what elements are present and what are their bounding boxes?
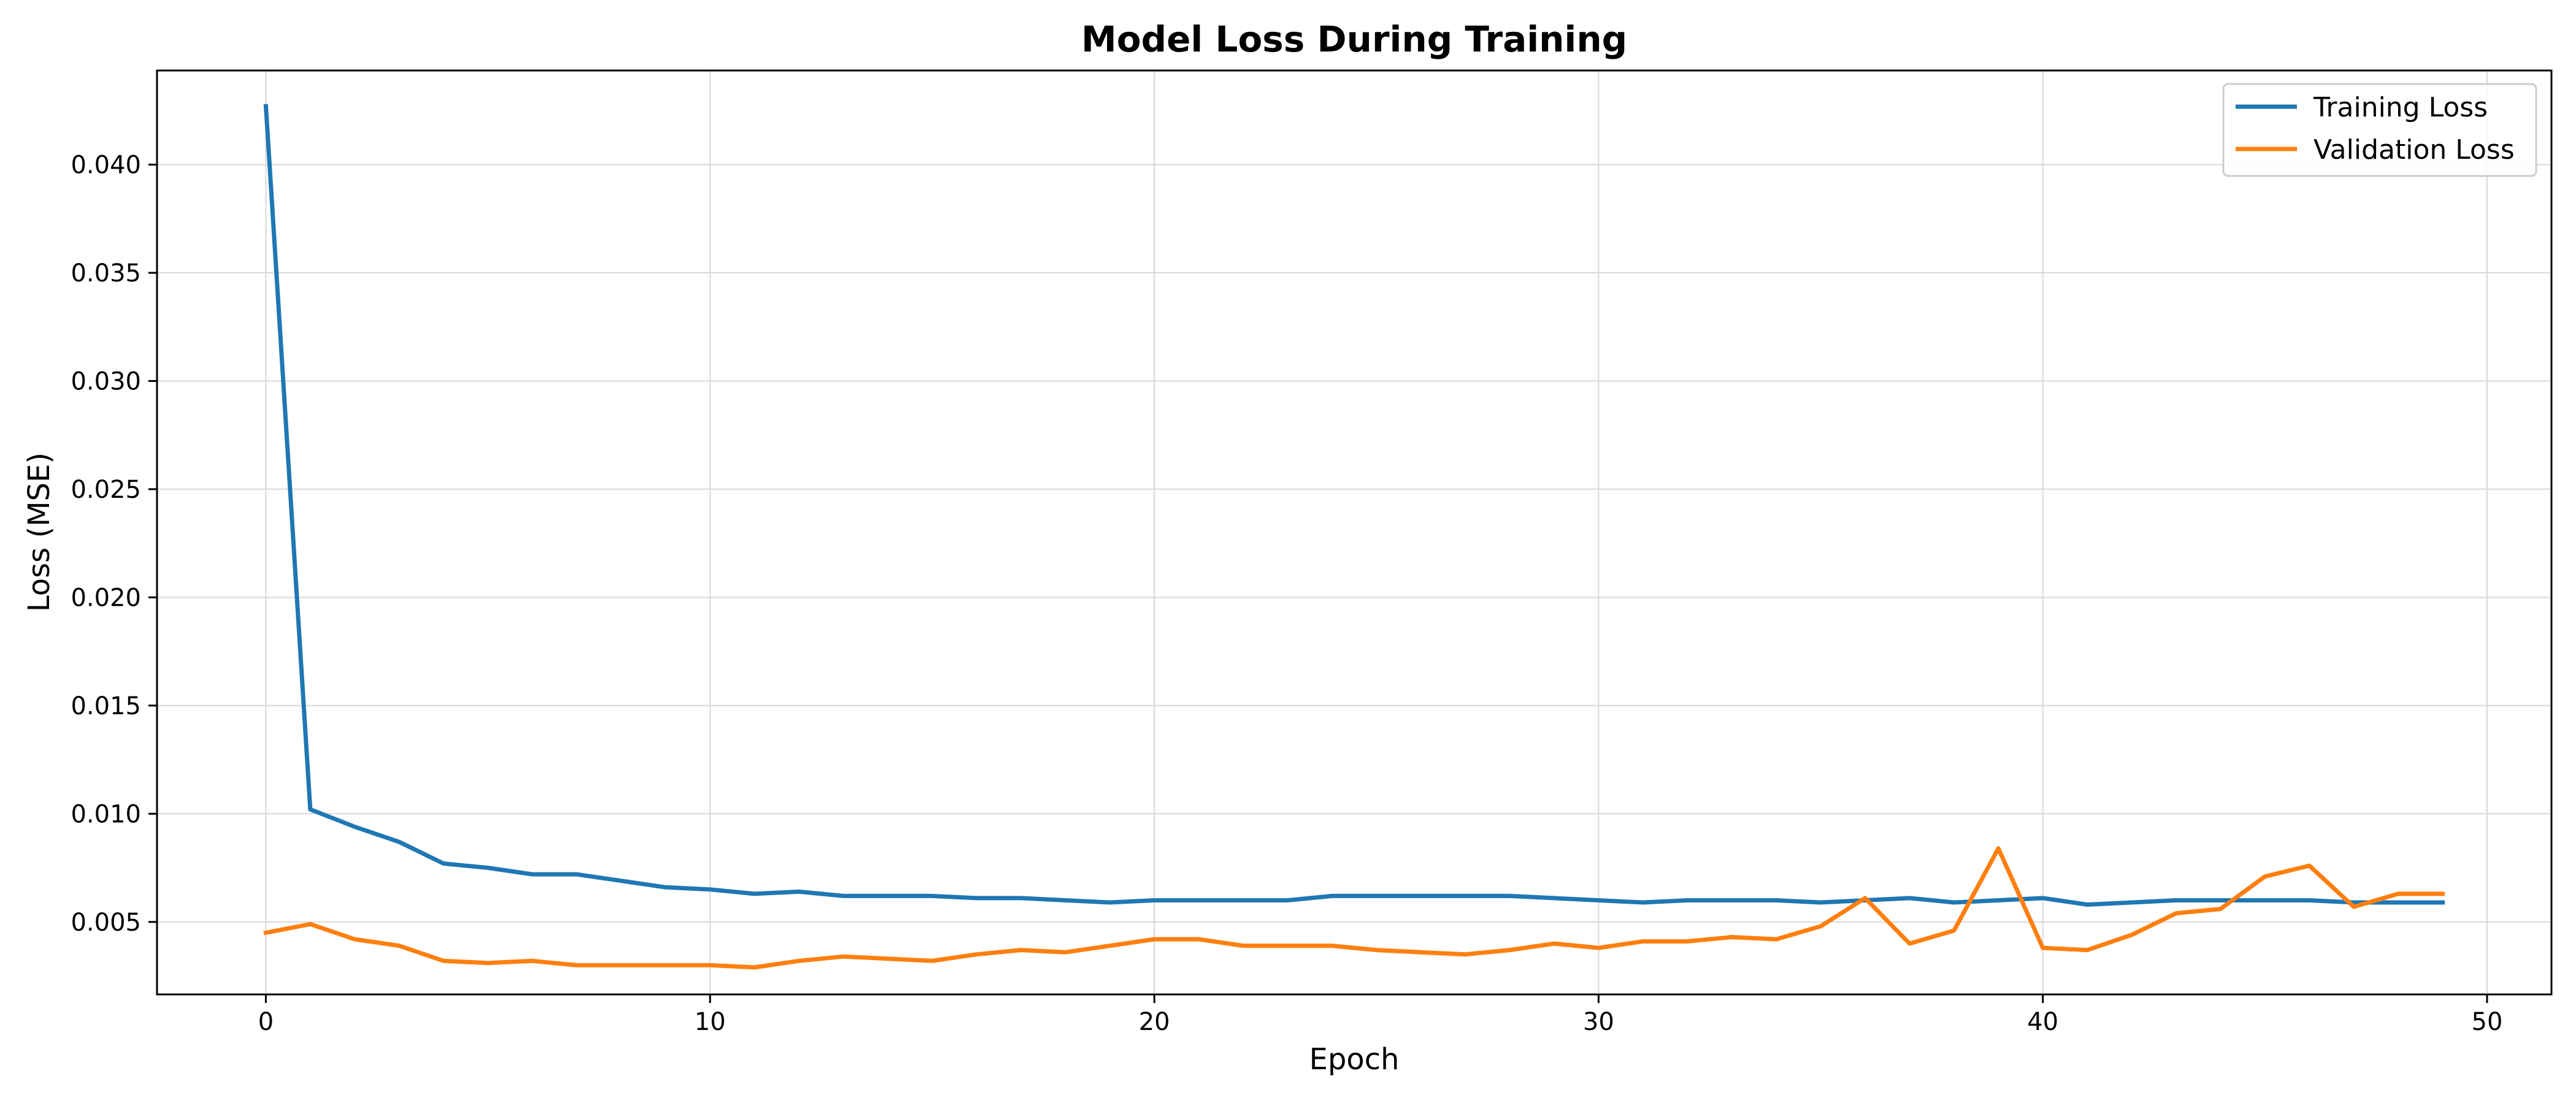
y-axis-label: Loss (MSE) [22,452,56,612]
y-tick-label: 0.020 [71,584,141,612]
y-tick-label: 0.035 [71,259,141,288]
x-axis-label: Epoch [1309,1042,1400,1077]
legend: Training Loss Validation Loss [2222,83,2537,177]
y-tick-label: 0.030 [71,367,141,395]
y-tick-label: 0.005 [71,909,141,937]
x-tick-label: 50 [2472,1008,2503,1036]
legend-label-validation-loss: Validation Loss [2313,134,2515,166]
plot-frame [156,69,2553,996]
legend-box [2222,83,2537,177]
x-tick-label: 0 [258,1008,274,1036]
chart-title: Model Loss During Training [1081,18,1627,60]
y-tick-label: 0.040 [71,151,141,180]
series-layer [263,104,2445,970]
y-tick-label: 0.015 [71,692,141,720]
x-tick-label: 20 [1139,1008,1170,1036]
y-tick-label: 0.025 [71,476,141,504]
series-line-training-loss [263,104,2445,907]
axis-ticks: 0 10 20 30 40 50 0.005 0.010 0.015 0.020 0.025 0.03… [71,151,2502,1036]
x-tick-label: 40 [2027,1008,2058,1036]
legend-label-training-loss: Training Loss [2313,92,2488,123]
series-line-validation-loss [263,846,2445,970]
x-tick-label: 10 [694,1008,726,1036]
y-tick-label: 0.010 [71,800,141,828]
grid-lines [157,71,2551,994]
x-tick-label: 30 [1583,1008,1614,1036]
